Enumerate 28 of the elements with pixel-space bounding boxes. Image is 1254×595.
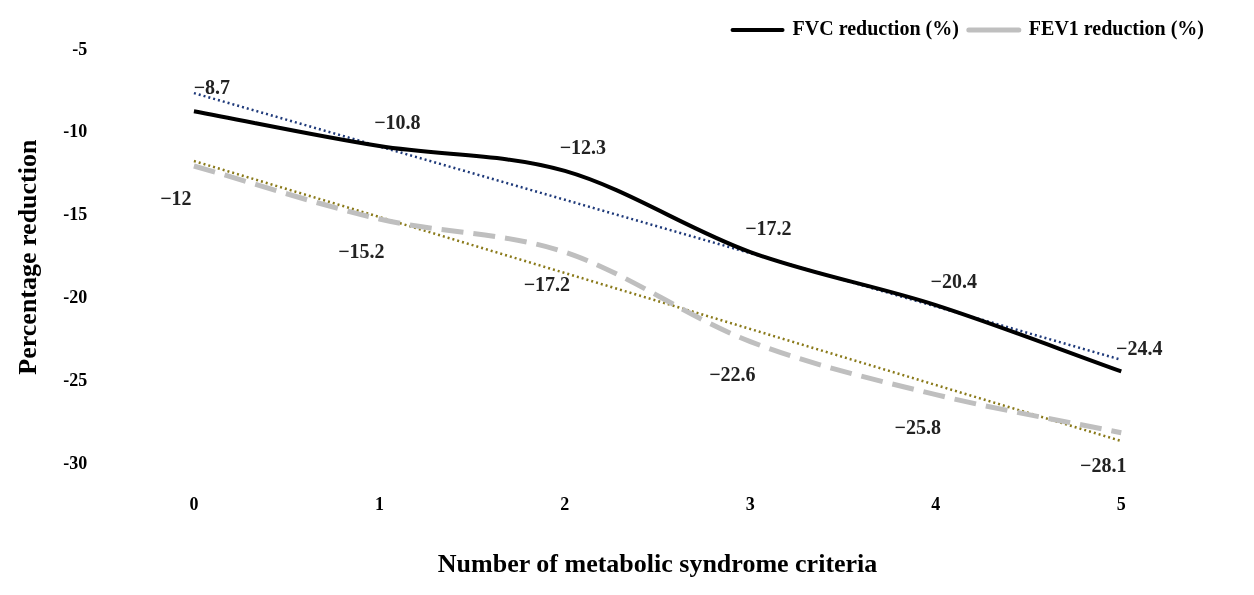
data-label: −25.8 xyxy=(894,415,941,438)
data-label: −8.7 xyxy=(193,76,231,99)
y-tick-label: -20 xyxy=(63,287,88,308)
x-tick-label: 4 xyxy=(931,493,941,514)
legend-label: FVC reduction (%) xyxy=(792,17,959,41)
data-label: −28.1 xyxy=(1080,453,1127,476)
legend-label: FEV1 reduction (%) xyxy=(1028,17,1205,41)
x-tick-label: 3 xyxy=(745,493,755,514)
x-tick-label: 1 xyxy=(374,493,384,514)
data-label: −22.6 xyxy=(709,362,756,385)
x-tick-label: 0 xyxy=(189,493,199,514)
y-tick-label: -15 xyxy=(63,204,88,225)
data-label: −17.2 xyxy=(523,273,571,296)
data-label: −15.2 xyxy=(338,240,385,263)
data-label: −12.3 xyxy=(559,136,607,159)
y-tick-label: -10 xyxy=(63,121,88,142)
data-label: −17.2 xyxy=(745,217,792,240)
data-label: −10.8 xyxy=(374,111,421,134)
data-label: −20.4 xyxy=(930,270,977,293)
y-tick-label: -5 xyxy=(72,38,88,59)
data-label: −12 xyxy=(160,187,192,210)
y-tick-label: -25 xyxy=(63,370,88,391)
y-tick-label: -30 xyxy=(63,452,88,473)
x-tick-label: 5 xyxy=(1116,493,1126,514)
data-label: −24.4 xyxy=(1116,336,1163,359)
y-axis-title: Percentage reduction xyxy=(13,139,43,375)
x-axis-title: Number of metabolic syndrome criteria xyxy=(437,549,878,579)
x-tick-label: 2 xyxy=(560,493,570,514)
